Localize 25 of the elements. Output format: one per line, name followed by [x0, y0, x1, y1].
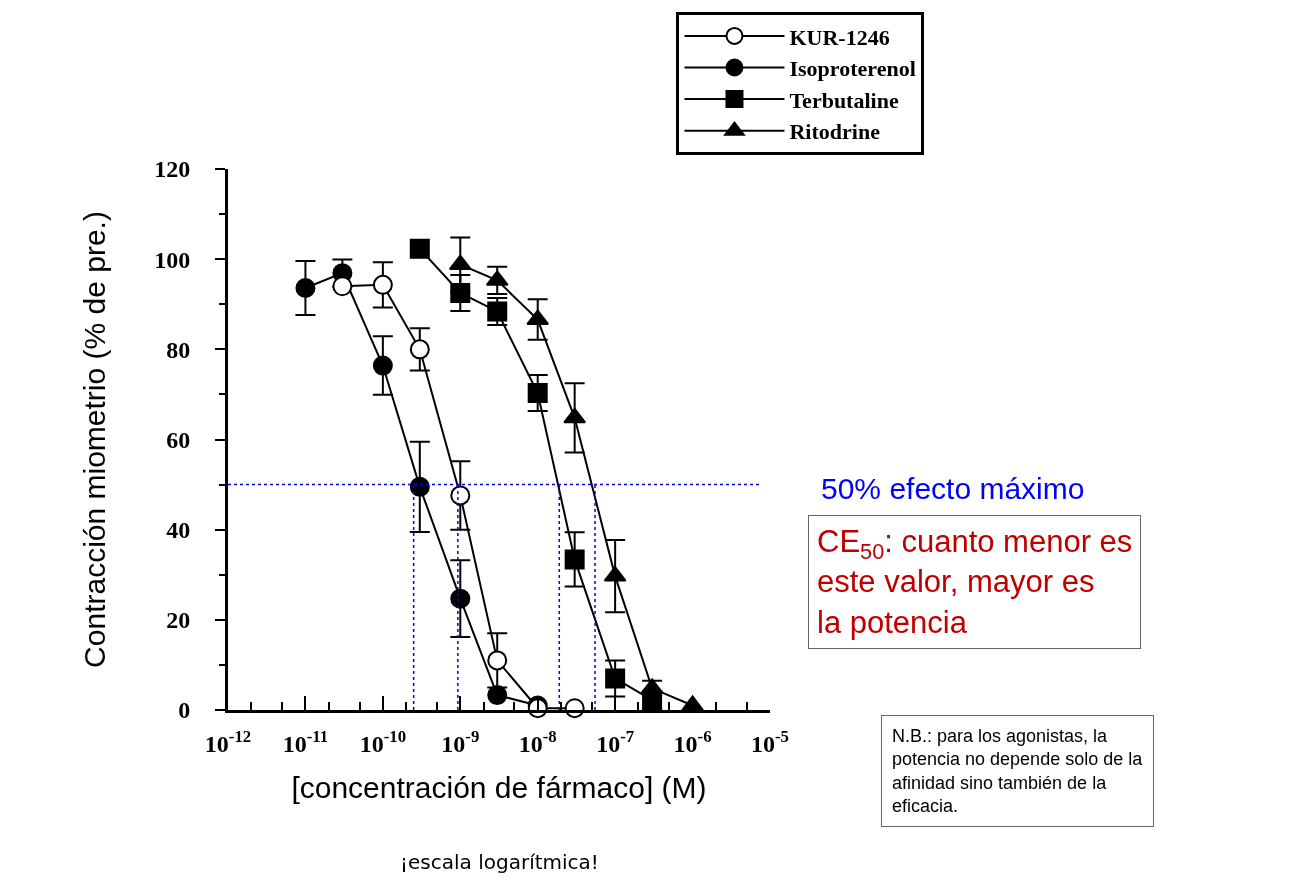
y-axis-title: Contracción miometrio (% de pre.) — [78, 211, 112, 668]
legend-label: Ritodrine — [789, 119, 881, 145]
text: N.B.: para los agonistas, la potencia no depende solo de la afinidad sino también de la eficacia. — [892, 726, 1144, 817]
x-tick-label: 10$^{-12}$ — [204, 726, 252, 757]
legend-label: KUR-1246 — [789, 24, 890, 50]
y-tick-label: 0 — [178, 697, 191, 724]
x-tick-label: 10$^{-5}$ — [751, 726, 789, 757]
x-tick-label: 10$^{-7}$ — [596, 726, 635, 757]
y-tick-label: 120 — [154, 156, 191, 183]
x-tick-label: 10$^{-8}$ — [518, 726, 557, 757]
y-tick-label: 60 — [166, 426, 191, 453]
y-tick-label: 20 — [166, 607, 191, 634]
x-tick-label: 10$^{-9}$ — [441, 726, 480, 757]
x-axis-title: [concentración de fármaco] (M) — [291, 771, 707, 805]
x-tick-label: 10$^{-10}$ — [359, 726, 407, 757]
y-tick-label: 100 — [154, 246, 191, 273]
text: CE$_{50}$: cuanto menor es este valor, mayor es la potencia — [817, 524, 1133, 640]
text: ¡escala logarítmica! — [400, 850, 599, 874]
y-tick-label: 40 — [166, 517, 191, 544]
ref-line-label: 50% efecto máximo — [821, 472, 1085, 505]
legend-label: Isoproterenol — [789, 56, 916, 82]
y-tick-label: 80 — [166, 336, 191, 363]
legend-label: Terbutaline — [789, 87, 899, 113]
x-tick-label: 10$^{-6}$ — [673, 726, 712, 757]
x-tick-label: 10$^{-11}$ — [282, 726, 329, 757]
